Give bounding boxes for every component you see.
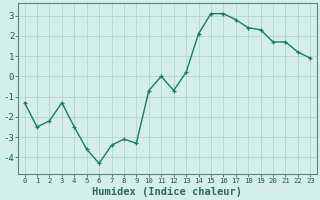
- X-axis label: Humidex (Indice chaleur): Humidex (Indice chaleur): [92, 186, 243, 197]
